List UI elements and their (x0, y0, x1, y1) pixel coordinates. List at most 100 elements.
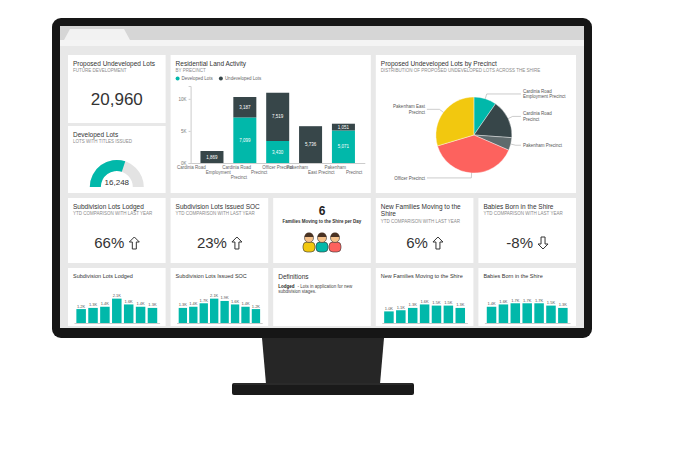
bar (231, 304, 239, 323)
tile-title: Subdivision Lots Issued SOC (176, 273, 247, 279)
data-label: 1,051 (338, 125, 350, 130)
x-tick: PakenhamPrecinct (325, 163, 364, 175)
bar (432, 306, 442, 323)
data-label: 1.7K (523, 298, 532, 303)
slice-label: Pakenham EastPrecinct (393, 104, 426, 114)
bar (487, 307, 497, 323)
bar (220, 301, 228, 323)
bar (112, 299, 122, 323)
tile-title: Babies Born in the Shire (483, 203, 553, 210)
bar (499, 304, 509, 323)
leader-line (427, 173, 472, 178)
bars (200, 93, 354, 163)
data-label: 1.6K (125, 299, 134, 304)
bar (332, 130, 355, 163)
tile-background (68, 198, 166, 263)
text-line: Precinct (523, 117, 540, 122)
data-labels: 1.2K1.3K1.4K2.1K1.6K1.4K1.3K (77, 293, 157, 308)
tile-subtitle: BY PRECINCT (176, 68, 206, 73)
text-line: YTD COMPARISON WITH LAST YEAR (176, 211, 256, 216)
icon-head (305, 234, 314, 243)
pie: Cardinia RoadEmployment PrecinctCardinia… (393, 89, 566, 181)
text-line: FUTURE DEVELOPMENT (73, 68, 127, 73)
legend-swatch (219, 77, 223, 81)
data-label: 1.3K (456, 302, 465, 307)
data-label: 1.4K (136, 301, 145, 306)
text-line: subdivision stages. (278, 289, 316, 294)
data-label: 1.3K (559, 302, 568, 307)
data-label: 1.4K (487, 301, 496, 306)
x-tick: Cardinia RoadPrecinct (222, 163, 268, 175)
bar (233, 97, 256, 117)
tile-subtitle: YTD COMPARISON WITH LAST YEAR (483, 211, 563, 216)
people-icon (303, 233, 341, 253)
bar (88, 308, 98, 323)
bar (522, 303, 532, 323)
data-label: 2.1K (113, 293, 122, 298)
y-tick: 10K (179, 97, 191, 102)
tile-background (273, 198, 371, 263)
tile: New Families Moving to theShireYTD COMPA… (376, 198, 474, 263)
address-strip (60, 40, 584, 46)
legend: Developed LotsUndeveloped Lots (176, 76, 262, 81)
bar (76, 309, 86, 323)
data-labels: 1.4K1.6K1.7K1.7K1.7K1.5K1.3K (487, 298, 567, 308)
icon-head (318, 234, 327, 243)
icon-hair (305, 233, 314, 238)
bar (266, 93, 289, 141)
tile: Residential Land ActivityBY PRECINCTDeve… (171, 55, 371, 193)
tile-subtitle: YTD COMPARISON WITH LAST YEAR (73, 211, 153, 216)
tile: Subdivision Lots LodgedYTD COMPARISON WI… (68, 198, 166, 263)
bar (299, 126, 322, 163)
text-line: East Precinct (308, 170, 335, 175)
bar (100, 307, 110, 323)
leader-line (427, 109, 444, 112)
data-label: 1.5K (547, 300, 556, 305)
data-label: 1,869 (206, 155, 218, 160)
x-axis: Cardinia RoadEmploymentPrecinctCardinia … (177, 163, 365, 180)
text-line: Subdivision Lots Issued SOC (176, 273, 247, 279)
text-line: Officer Precinct (394, 176, 425, 181)
tile-title: Definitions (278, 273, 309, 280)
slice (474, 104, 512, 138)
trend-arrow (232, 237, 242, 249)
axis-line (382, 323, 468, 324)
data-label: 7,519 (272, 114, 284, 119)
text-line: YTD COMPARISON WITH LAST YEAR (381, 219, 461, 224)
tile-background (478, 268, 576, 326)
comparison-value: -8% (506, 234, 533, 251)
text-line: Employment Precinct (523, 94, 566, 99)
monitor-neck (262, 338, 384, 384)
data-label: 1.6K (231, 299, 240, 304)
tile: Subdivision Lots Lodged1.2K1.3K1.4K2.1K1… (68, 268, 166, 326)
data-labels: 1.0K1.1K1.3K1.6K1.5K1.5K1.3K (385, 299, 465, 311)
bar (444, 306, 454, 323)
tile-title: Proposed Undeveloped Lots by Precinct (381, 60, 497, 68)
data-label: 1.3K (148, 302, 157, 307)
tile-background (376, 268, 474, 326)
tile-title: Subdivision Lots Lodged (73, 203, 144, 211)
tile-title: Developed Lots (73, 131, 119, 139)
bar (546, 306, 556, 323)
trend-arrow (129, 237, 139, 249)
data-label: 1.5K (432, 300, 441, 305)
text-line: Families Moving to the Shire per Day (283, 219, 362, 224)
tile-background (478, 198, 576, 263)
bar (266, 141, 289, 163)
bar (384, 311, 394, 323)
data-label: 7,099 (239, 138, 251, 143)
slice-label: Cardinia RoadPrecinct (523, 111, 552, 121)
bar (420, 304, 430, 323)
text-line: Pakenham (325, 165, 347, 170)
leader-line (508, 116, 521, 118)
text-line: Babies Born in the Shire (483, 203, 553, 210)
bar (558, 308, 568, 323)
tick-label: Cardinia RoadPrecinct (222, 165, 268, 175)
tile-background (68, 55, 166, 123)
tile: Proposed Undeveloped Lots by PrecinctDIS… (376, 55, 576, 193)
monitor-base (232, 383, 414, 395)
y-tick: 5K (181, 129, 191, 134)
tile: Babies Born in the Shire1.4K1.6K1.7K1.7K… (478, 268, 576, 326)
bar (136, 307, 146, 323)
bar (179, 308, 187, 323)
